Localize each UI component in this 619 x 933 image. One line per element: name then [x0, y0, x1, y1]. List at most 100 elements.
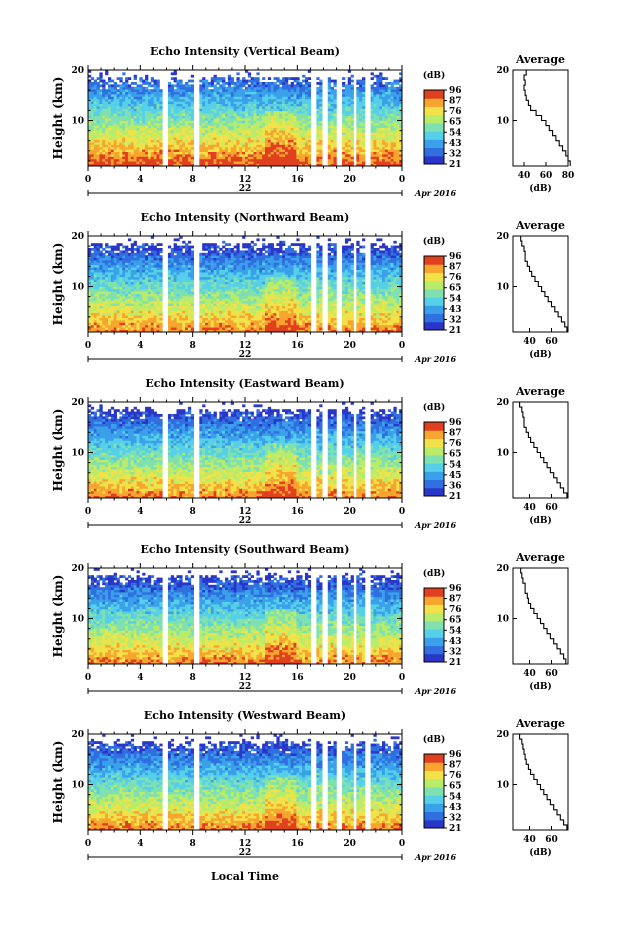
- heatmap-cell: [231, 101, 234, 104]
- heatmap-cell: [379, 87, 382, 90]
- heatmap-cell: [345, 161, 348, 164]
- heatmap-cell: [371, 108, 374, 111]
- heatmap-cell: [331, 108, 334, 111]
- heatmap-cell: [388, 128, 391, 131]
- heatmap-cell: [319, 118, 322, 121]
- heatmap-cell: [102, 123, 105, 126]
- heatmap-cell: [202, 315, 205, 318]
- heatmap-cell: [219, 132, 222, 135]
- heatmap-cell: [137, 108, 140, 111]
- heatmap-cell: [139, 154, 142, 157]
- heatmap-cell: [91, 243, 94, 246]
- heatmap-cell: [114, 120, 117, 123]
- heatmap-cell: [119, 291, 122, 294]
- heatmap-cell: [174, 116, 177, 119]
- heatmap-cell: [182, 113, 185, 116]
- heatmap-cell: [279, 113, 282, 116]
- heatmap-cell: [345, 96, 348, 99]
- heatmap-cell: [345, 120, 348, 123]
- heatmap-cell: [134, 282, 137, 285]
- heatmap-cell: [125, 80, 128, 83]
- heatmap-cell: [137, 289, 140, 292]
- heatmap-cell: [139, 296, 142, 299]
- heatmap-cell: [276, 92, 279, 95]
- heatmap-cell: [291, 77, 294, 80]
- heatmap-cell: [174, 274, 177, 277]
- heatmap-cell: [222, 152, 225, 155]
- heatmap-cell: [345, 116, 348, 119]
- heatmap-cell: [105, 322, 108, 325]
- heatmap-cell: [202, 310, 205, 313]
- heatmap-cell: [151, 113, 154, 116]
- heatmap-cell: [202, 243, 205, 246]
- heatmap-cell: [145, 113, 148, 116]
- heatmap-cell: [291, 111, 294, 114]
- heatmap-cell: [382, 118, 385, 121]
- heatmap-cell: [342, 101, 345, 104]
- heatmap-cell: [279, 99, 282, 102]
- heatmap-cell: [171, 156, 174, 159]
- heatmap-cell: [254, 87, 257, 90]
- heatmap-cell: [114, 130, 117, 133]
- heatmap-cell: [316, 135, 319, 138]
- heatmap-cell: [174, 89, 177, 92]
- heatmap-cell: [137, 113, 140, 116]
- heatmap-cell: [137, 137, 140, 140]
- heatmap-cell: [157, 96, 160, 99]
- heatmap-cell: [299, 130, 302, 133]
- heatmap-cell: [202, 80, 205, 83]
- heatmap-cell: [393, 130, 396, 133]
- heatmap-cell: [176, 159, 179, 162]
- heatmap-cell: [222, 128, 225, 131]
- heatmap-cell: [125, 147, 128, 150]
- heatmap-cell: [102, 322, 105, 325]
- heatmap-cell: [128, 128, 131, 131]
- heatmap-cell: [291, 149, 294, 152]
- heatmap-cell: [148, 265, 151, 268]
- heatmap-cell: [288, 149, 291, 152]
- heatmap-cell: [345, 123, 348, 126]
- heatmap-cell: [222, 84, 225, 87]
- heatmap-cell: [308, 116, 311, 119]
- heatmap-cell: [137, 152, 140, 155]
- heatmap-cell: [145, 291, 148, 294]
- heatmap-cell: [94, 144, 97, 147]
- heatmap-cell: [345, 135, 348, 138]
- heatmap-cell: [299, 128, 302, 131]
- heatmap-cell: [393, 156, 396, 159]
- heatmap-cell: [316, 128, 319, 131]
- heatmap-cell: [274, 137, 277, 140]
- heatmap-cell: [319, 149, 322, 152]
- heatmap-cell: [97, 87, 100, 90]
- heatmap-cell: [122, 308, 125, 311]
- heatmap-cell: [125, 265, 128, 268]
- heatmap-cell: [188, 92, 191, 95]
- heatmap-cell: [148, 318, 151, 321]
- heatmap-cell: [157, 258, 160, 261]
- heatmap-cell: [151, 310, 154, 313]
- heatmap-cell: [202, 82, 205, 85]
- heatmap-cell: [316, 154, 319, 157]
- heatmap-cell: [185, 149, 188, 152]
- heatmap-cell: [111, 286, 114, 289]
- heatmap-cell: [185, 161, 188, 164]
- heatmap-cell: [219, 144, 222, 147]
- heatmap-cell: [225, 99, 228, 102]
- heatmap-cell: [105, 310, 108, 313]
- heatmap-cell: [236, 84, 239, 87]
- heatmap-cell: [328, 123, 331, 126]
- heatmap-cell: [137, 262, 140, 265]
- heatmap-cell: [142, 258, 145, 261]
- heatmap-cell: [176, 238, 179, 241]
- heatmap-cell: [139, 250, 142, 253]
- heatmap-cell: [154, 128, 157, 131]
- heatmap-cell: [342, 77, 345, 80]
- heatmap-cell: [345, 132, 348, 135]
- heatmap-cell: [137, 96, 140, 99]
- heatmap-cell: [228, 135, 231, 138]
- heatmap-cell: [359, 159, 362, 162]
- heatmap-cell: [211, 128, 214, 131]
- heatmap-cell: [157, 142, 160, 145]
- heatmap-cell: [214, 123, 217, 126]
- heatmap-cell: [117, 106, 120, 109]
